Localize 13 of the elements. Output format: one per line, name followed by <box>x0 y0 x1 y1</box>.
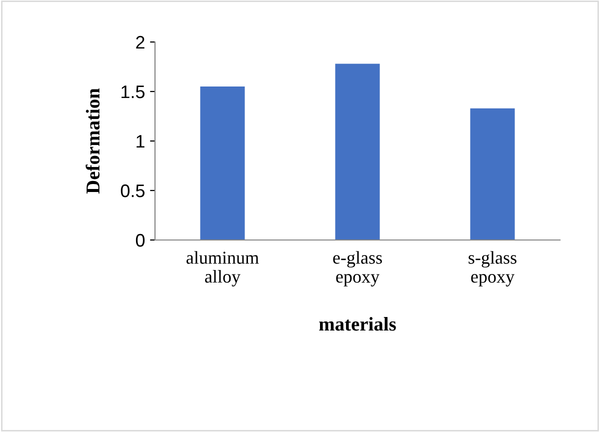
y-tick-label: 0.5 <box>120 184 145 198</box>
y-tick-label: 2 <box>136 36 144 49</box>
x-axis-title: materials <box>319 317 396 331</box>
bar <box>470 108 515 240</box>
y-tick-label: 1 <box>136 135 144 148</box>
y-axis-title: Deformation <box>86 88 100 194</box>
x-tick-label: e-glass epoxy <box>333 251 382 286</box>
bar <box>335 64 380 240</box>
y-tick-label: 0 <box>136 234 145 247</box>
x-tick-label: s-glass epoxy <box>468 251 516 286</box>
x-tick-label: aluminum alloy <box>186 251 259 286</box>
bar <box>200 86 245 240</box>
y-tick-label: 1.5 <box>122 86 145 98</box>
